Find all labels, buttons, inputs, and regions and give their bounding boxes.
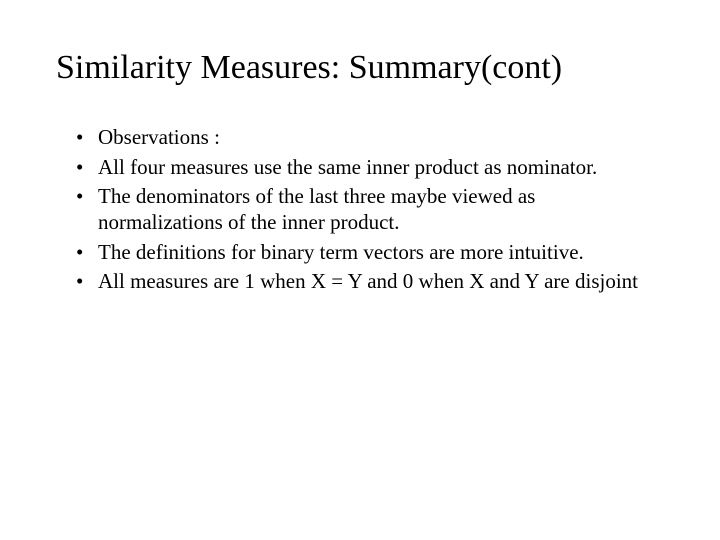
list-item: All measures are 1 when X = Y and 0 when…: [76, 269, 664, 295]
slide-title: Similarity Measures: Summary(cont): [56, 48, 664, 87]
list-item: The denominators of the last three maybe…: [76, 184, 664, 235]
list-item: All four measures use the same inner pro…: [76, 155, 664, 181]
bullet-list: Observations : All four measures use the…: [56, 125, 664, 295]
list-item: The definitions for binary term vectors …: [76, 240, 664, 266]
slide: Similarity Measures: Summary(cont) Obser…: [0, 0, 720, 540]
list-item: Observations :: [76, 125, 664, 151]
